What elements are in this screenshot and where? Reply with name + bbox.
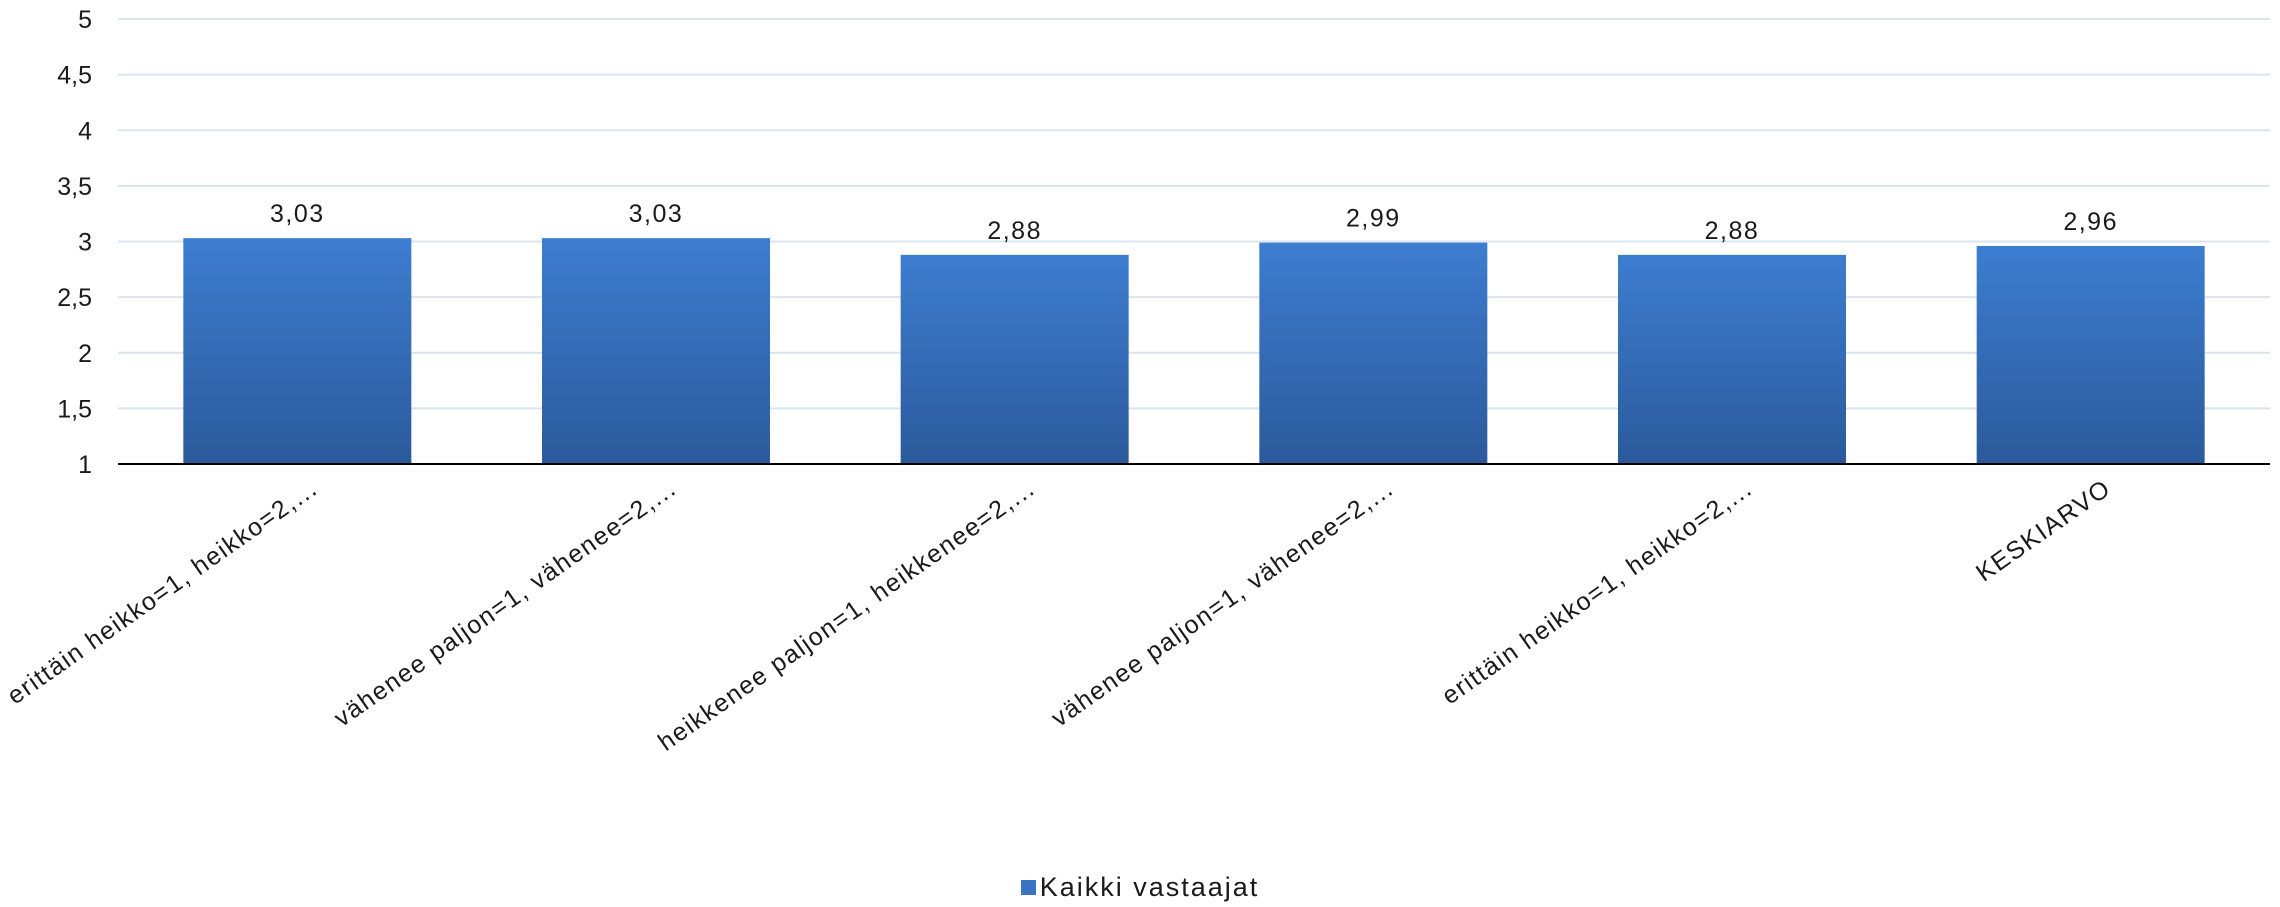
x-tick-label: erittäin heikko=1, heikko=2,... [1437,474,1758,710]
y-axis: 1 1,5 2 2,5 3 3,5 4 4,5 5 [57,6,92,479]
y-tick-label: 3 [78,229,92,257]
legend-label: Kaikki vastaajat [1039,872,1260,902]
bar [900,254,1129,464]
y-tick-label: 3,5 [57,173,92,201]
y-tick-label: 4,5 [57,62,92,90]
y-tick-label: 1 [78,451,92,479]
bar [542,238,770,464]
x-tick-label: KESKIARVO [1971,474,2116,587]
x-tick-label: vähenee paljon=1, vähenee=2,... [329,474,681,733]
y-tick-label: 2,5 [57,284,92,312]
x-axis: erittäin heikko=1, heikko=2,... vähenee p… [2,474,2116,757]
bars [183,238,2205,464]
data-label: 2,88 [987,217,1042,245]
bar [1618,254,1846,464]
data-label: 2,99 [1346,205,1401,233]
data-label: 3,03 [270,200,325,228]
legend-swatch [1020,880,1036,895]
y-tick-label: 5 [78,6,92,34]
bar [1259,242,1488,464]
data-labels: 3,03 3,03 2,88 2,99 2,88 2,96 [270,200,2118,245]
x-tick-label: vähenee paljon=1, vähenee=2,... [1046,474,1398,733]
y-tick-label: 4 [78,117,92,145]
bar [183,238,412,464]
x-tick-label: erittäin heikko=1, heikko=2,... [2,474,323,710]
y-tick-label: 2 [78,340,92,368]
bar-chart: 1 1,5 2 2,5 3 3,5 4 4,5 5 3,03 3,03 2,88 2,99 2,88 2,… [2,6,2270,757]
data-label: 3,03 [629,200,684,228]
data-label: 2,88 [1705,217,1760,245]
data-label: 2,96 [2063,208,2118,236]
y-tick-label: 1,5 [57,395,92,423]
bar [1976,245,2205,464]
x-tick-label: heikkenee paljon=1, heikkenee=2,... [653,474,1040,757]
legend: Kaikki vastaajat [0,872,2280,903]
gridlines [118,18,2270,410]
